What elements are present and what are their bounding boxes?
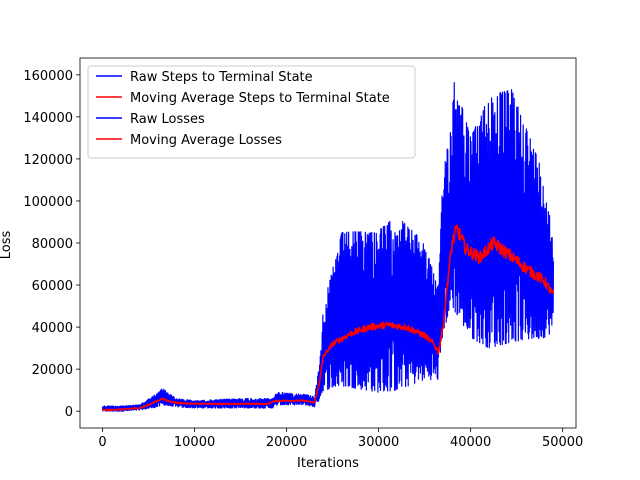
- x-tick-label: 40000: [450, 435, 491, 450]
- x-tick-label: 10000: [174, 435, 215, 450]
- legend-label: Moving Average Losses: [130, 133, 282, 148]
- y-tick-label: 20000: [32, 363, 73, 378]
- x-axis-label: Iterations: [297, 456, 359, 471]
- x-tick-label: 20000: [266, 435, 307, 450]
- y-tick-label: 80000: [32, 237, 73, 252]
- legend-label: Raw Losses: [130, 112, 205, 127]
- y-tick-label: 0: [65, 405, 73, 420]
- legend: Raw Steps to Terminal State Moving Averag…: [87, 65, 416, 159]
- y-tick-label: 40000: [32, 321, 73, 336]
- axes: 0 10000 20000 30000 40000 50000 0 20000 40000 600…: [23, 57, 583, 450]
- series-moving-average-losses: [101, 224, 555, 412]
- x-tick-label: 30000: [358, 435, 399, 450]
- y-axis-label: Loss: [0, 231, 14, 260]
- legend-label: Raw Steps to Terminal State: [130, 70, 313, 85]
- x-tick-label: 50000: [542, 435, 583, 450]
- legend-box: [87, 65, 416, 159]
- y-tick-label: 140000: [23, 111, 73, 126]
- y-tick-label: 60000: [32, 279, 73, 294]
- legend-label: Moving Average Steps to Terminal State: [130, 91, 390, 106]
- x-tick-label: 0: [98, 435, 106, 450]
- y-tick-label: 160000: [23, 69, 73, 84]
- plot-area: [101, 82, 555, 412]
- y-tick-label: 100000: [23, 195, 73, 210]
- y-tick-label: 120000: [23, 153, 73, 168]
